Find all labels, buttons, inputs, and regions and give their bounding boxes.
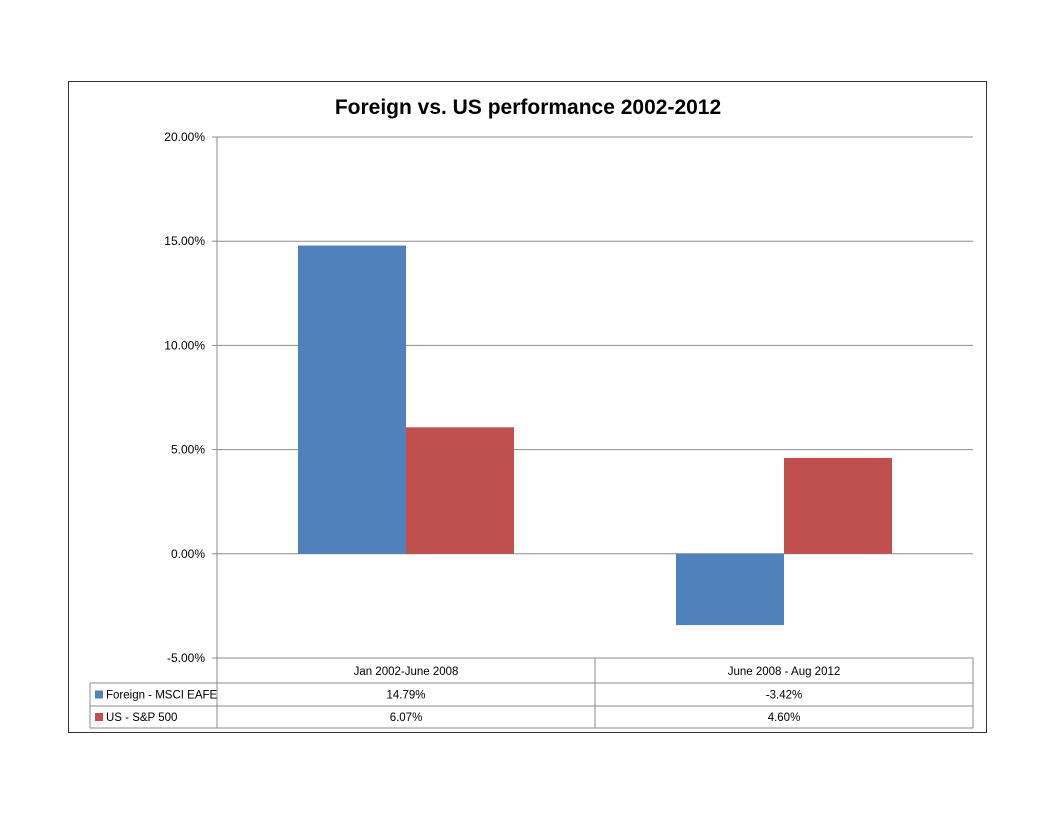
data-table: Jan 2002-June 2008 June 2008 - Aug 2012 Fo…	[89, 657, 974, 729]
y-tick-label: 0.00%	[171, 547, 205, 561]
bar	[676, 553, 784, 626]
data-label: 14.79%	[386, 690, 425, 702]
bar	[406, 427, 514, 554]
bar	[784, 457, 892, 554]
category-label: June 2008 - Aug 2012	[728, 666, 841, 678]
chart-title: Foreign vs. US performance 2002-2012	[335, 96, 721, 119]
y-tick-label: 5.00%	[171, 443, 205, 457]
y-tick-label: 10.00%	[164, 338, 205, 352]
bar	[298, 245, 406, 554]
bars	[298, 245, 892, 626]
chart-frame	[68, 81, 987, 733]
data-label: 4.60%	[768, 712, 801, 724]
y-tick-label: 15.00%	[164, 234, 205, 248]
y-axis: 20.00% 15.00% 10.00% 5.00% 0.00% -5.00%	[164, 130, 218, 665]
y-tick-label: -5.00%	[167, 651, 205, 665]
data-label: -3.42%	[766, 690, 802, 702]
data-label: 6.07%	[390, 712, 423, 724]
legend-key	[95, 690, 103, 699]
category-label: Jan 2002-June 2008	[354, 666, 459, 678]
y-tick-label: 20.00%	[164, 130, 205, 144]
legend-key	[95, 713, 103, 721]
legend-label: Foreign - MSCI EAFE	[106, 690, 218, 702]
legend-label: US - S&P 500	[106, 712, 177, 724]
